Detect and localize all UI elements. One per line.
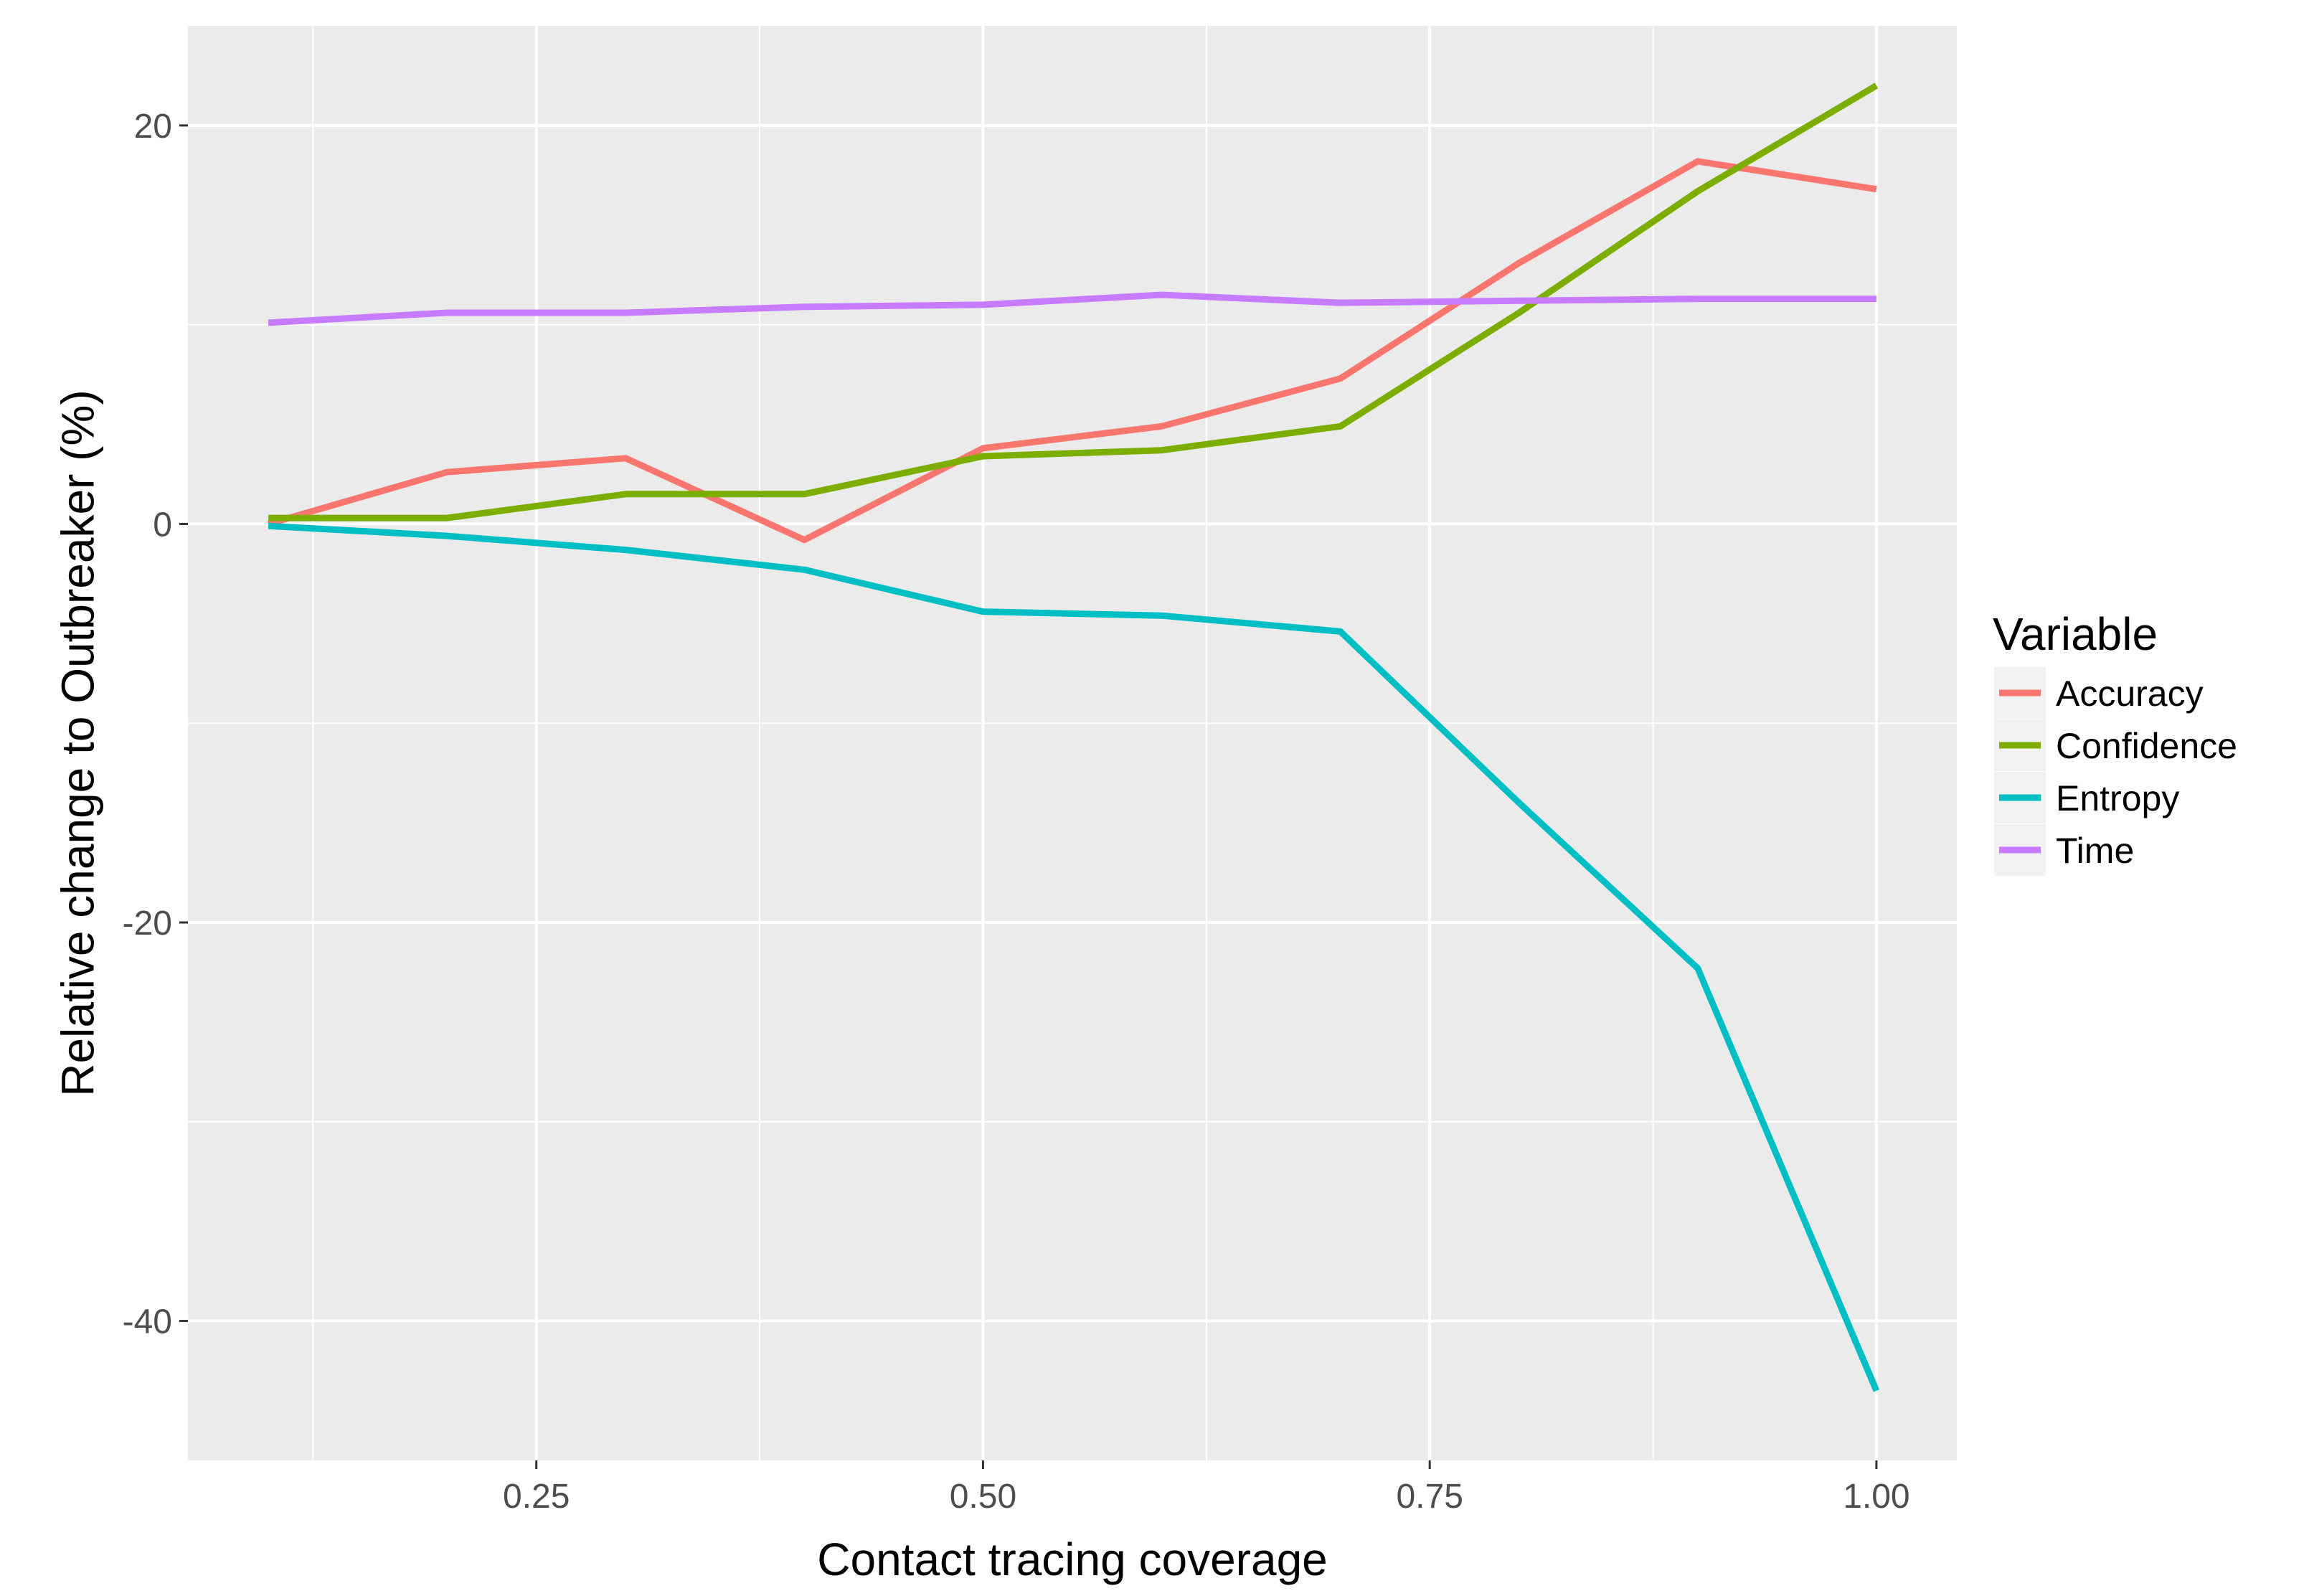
x-tick-label: 1.00	[1843, 1478, 1909, 1516]
plot-panel	[188, 26, 1957, 1460]
series-lines	[267, 82, 1880, 1392]
y-tick-label: -40	[123, 1303, 172, 1341]
legend-label: Confidence	[2056, 726, 2237, 766]
y-axis-title: Relative change to Outbreaker (%)	[52, 389, 103, 1096]
major-gridlines	[188, 26, 1957, 1460]
x-tick-label: 0.50	[950, 1478, 1016, 1516]
series-line-entropy	[268, 522, 1880, 1392]
legend-item-entropy: Entropy	[1994, 772, 2179, 823]
y-tick-label: 20	[134, 108, 172, 146]
legend-label: Time	[2056, 831, 2134, 871]
y-tick-label: -20	[123, 905, 172, 943]
x-tick-label: 0.75	[1396, 1478, 1463, 1516]
series-line-time	[268, 291, 1876, 326]
series-line-confidence	[268, 82, 1879, 521]
legend: Variable Accuracy Confidence Entropy Time	[1993, 608, 2237, 876]
y-tick-label: 0	[153, 506, 172, 544]
minor-gridlines	[188, 26, 1957, 1460]
y-axis-ticks: -40 -20 0 20	[123, 108, 188, 1341]
legend-title: Variable	[1993, 608, 2158, 660]
x-tick-label: 0.25	[503, 1478, 570, 1516]
x-axis-ticks: 0.25 0.50 0.75 1.00	[503, 1460, 1910, 1516]
legend-item-accuracy: Accuracy	[1994, 667, 2204, 719]
legend-item-confidence: Confidence	[1994, 719, 2237, 771]
series-line-accuracy	[267, 158, 1877, 544]
legend-items: Accuracy Confidence Entropy Time	[1994, 667, 2237, 876]
legend-label: Entropy	[2056, 778, 2179, 818]
legend-item-time: Time	[1994, 824, 2134, 876]
legend-label: Accuracy	[2056, 674, 2204, 714]
x-axis-title: Contact tracing coverage	[817, 1534, 1328, 1585]
